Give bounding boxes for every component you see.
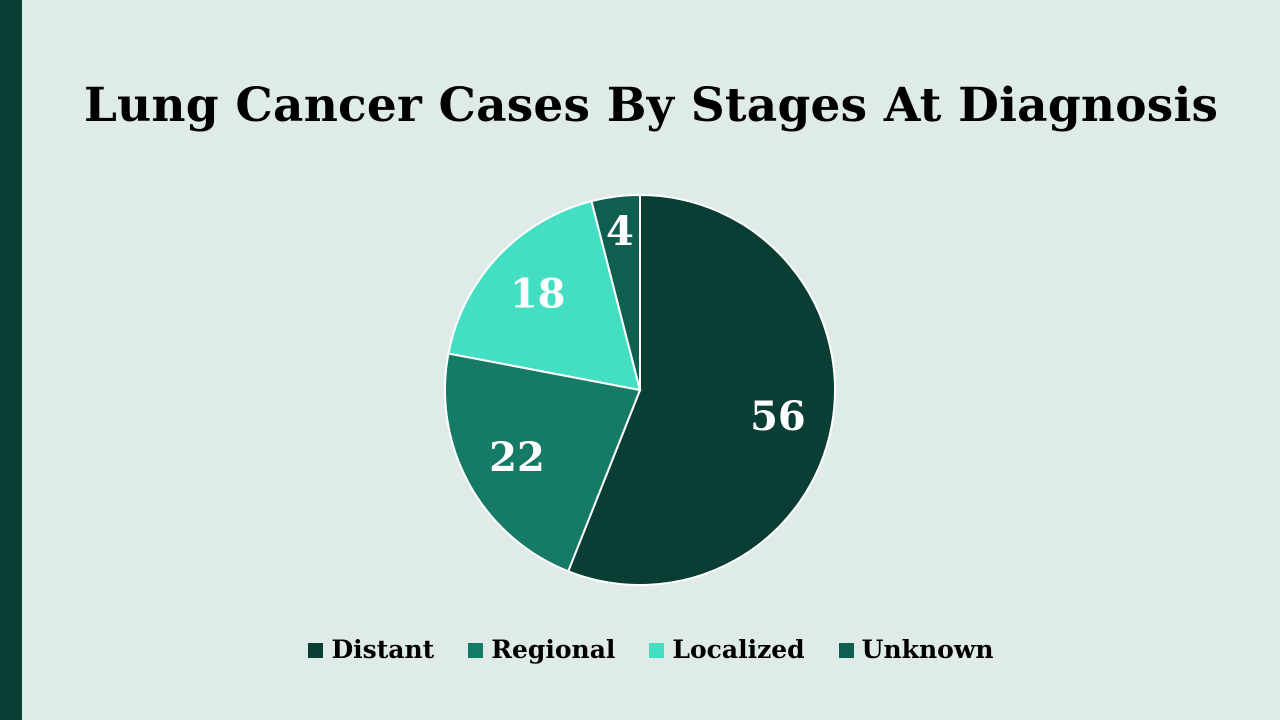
legend-item-regional: Regional <box>468 630 615 670</box>
legend-swatch <box>308 642 324 658</box>
legend-item-unknown: Unknown <box>838 630 994 670</box>
legend-swatch <box>649 642 665 658</box>
data-label-regional: 22 <box>489 434 545 481</box>
data-label-unknown: 4 <box>606 208 634 255</box>
pie-slice-regional <box>444 352 642 573</box>
legend-item-localized: Localized <box>649 630 805 670</box>
chart-legend: Distant Regional Localized Unknown <box>22 630 1280 670</box>
accent-side-bar <box>0 0 22 720</box>
legend-label: Distant <box>331 635 435 664</box>
pie-data-labels: 56 22 18 4 <box>489 208 806 481</box>
pie-slice-unknown <box>590 193 641 391</box>
legend-item-distant: Distant <box>308 630 434 670</box>
data-label-distant: 56 <box>750 393 806 440</box>
legend-label: Localized <box>672 635 805 664</box>
legend-swatch <box>838 642 854 658</box>
legend-label: Regional <box>491 635 616 664</box>
pie-slice-localized <box>447 199 642 392</box>
pie-slices <box>444 193 836 586</box>
legend-label: Unknown <box>861 635 994 664</box>
data-label-localized: 18 <box>510 270 566 317</box>
chart-title: Lung Cancer Cases By Stages At Diagnosis <box>83 78 1219 133</box>
legend-swatch <box>468 642 484 658</box>
pie-slice-distant <box>566 193 836 586</box>
